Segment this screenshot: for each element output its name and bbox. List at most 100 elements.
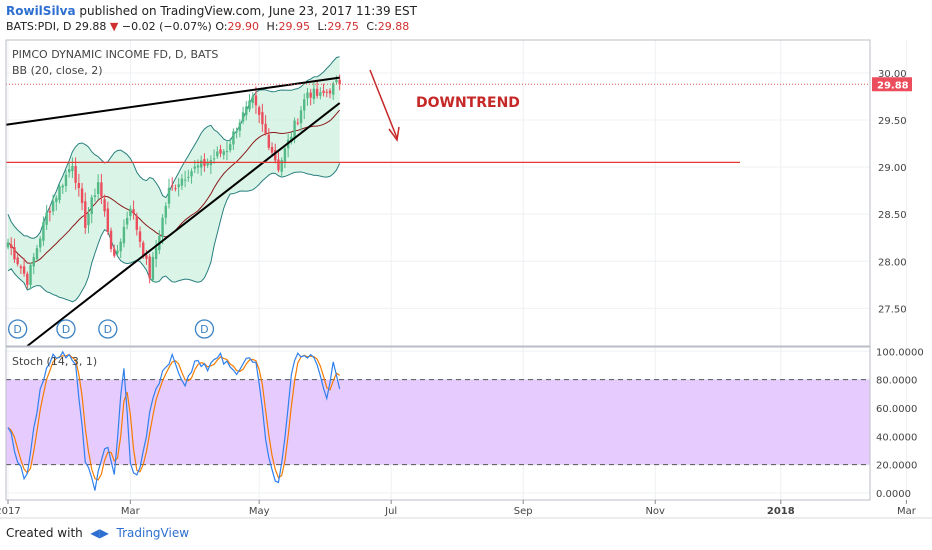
candle-body <box>174 188 177 190</box>
candle-body <box>64 174 68 187</box>
candle-body <box>61 185 64 188</box>
candle-body <box>58 186 61 201</box>
high-label: H: <box>266 20 279 33</box>
candle-body <box>96 182 100 194</box>
candle-body <box>19 266 23 269</box>
dividend-marker-icon <box>56 319 76 339</box>
candle-body <box>306 92 309 99</box>
candle-body <box>312 88 316 99</box>
publish-line: RowilSilva published on TradingView.com,… <box>6 4 417 18</box>
candle-body <box>135 215 138 230</box>
tradingview-brand[interactable]: TradingView <box>116 526 190 540</box>
candle-body <box>257 107 261 115</box>
candle-body <box>238 122 242 131</box>
candle-body <box>338 79 341 85</box>
last-price-label: 29.88 <box>877 80 909 91</box>
candle-body <box>171 185 174 187</box>
candle-body <box>35 248 39 260</box>
candle-body <box>180 178 184 186</box>
bollinger-indicator-label: BB (20, close, 2) <box>12 64 103 77</box>
stoch-tick-label: 40.0000 <box>876 432 917 443</box>
published-text: published on TradingView.com, June 23, 2… <box>79 4 417 18</box>
dividend-marker-label: D <box>13 323 21 336</box>
candle-body <box>299 110 303 124</box>
candle-body <box>51 201 55 212</box>
candle-body <box>48 211 52 213</box>
symbol-label: BATS:PDI, D <box>6 20 72 33</box>
candle-body <box>116 250 119 254</box>
candle-body <box>74 166 77 183</box>
price-panel-frame <box>5 39 871 347</box>
stoch-tick-label: 60.0000 <box>876 404 917 415</box>
x-tick-label: Jul <box>384 506 397 517</box>
candle-body <box>332 83 335 95</box>
candle-body <box>283 148 287 163</box>
stoch-title: Stoch (14, 3, 1) <box>12 355 97 368</box>
candle-body <box>254 95 258 106</box>
footer: Created with ◀▶ TradingView <box>6 526 189 540</box>
candle-body <box>129 208 132 217</box>
candle-body <box>251 96 254 103</box>
x-tick-label: 2017 <box>0 506 21 517</box>
bollinger-upper-line <box>7 56 340 239</box>
candle-body <box>303 99 306 111</box>
ohlc-line: BATS:PDI, D 29.88 ▼ −0.02 (−0.07%) O:29.… <box>6 20 413 33</box>
candle-body <box>84 201 87 228</box>
downtrend-arrowhead <box>388 126 400 142</box>
close-label: C: <box>366 20 378 33</box>
candle-body <box>277 159 280 171</box>
candle-body <box>103 199 106 212</box>
bollinger-lower-line <box>7 163 341 303</box>
candle-body <box>183 179 187 181</box>
candle-body <box>328 90 332 94</box>
price-chart-title: PIMCO DYNAMIC INCOME FD, D, BATS <box>12 48 218 61</box>
candle-body <box>167 187 171 204</box>
close-value: 29.88 <box>377 20 410 33</box>
stoch-tick-label: 80.0000 <box>876 376 917 387</box>
candle-body <box>100 182 103 197</box>
candle-body <box>322 90 325 94</box>
low-value: 29.75 <box>327 20 359 33</box>
last-price-badge <box>872 77 912 92</box>
candle-body <box>142 242 145 257</box>
candle-body <box>10 244 13 249</box>
dividend-marker-label: D <box>104 323 112 336</box>
price-tick-label: 27.50 <box>878 304 907 315</box>
candle-body <box>22 266 26 274</box>
candle-body <box>193 166 196 169</box>
candle-body <box>161 217 164 237</box>
candle-body <box>13 247 16 260</box>
candle-body <box>93 195 97 197</box>
candle-body <box>113 248 116 256</box>
lower-trendline <box>26 102 341 347</box>
candle-body <box>106 208 110 232</box>
dividend-marker-icon <box>98 319 118 339</box>
stoch-tick-label: 20.0000 <box>876 461 917 472</box>
candle-body <box>270 147 274 153</box>
candle-body <box>222 151 225 155</box>
dividend-marker-label: D <box>62 323 70 336</box>
candle-body <box>138 231 142 242</box>
author-link[interactable]: RowilSilva <box>6 4 76 18</box>
dividend-marker-icon <box>194 319 215 339</box>
high-value: 29.95 <box>278 20 311 33</box>
candle-body <box>241 112 245 122</box>
low-label: L: <box>317 20 328 33</box>
stoch-d-line <box>7 354 340 481</box>
candle-body <box>261 112 264 125</box>
stoch-tick-label: 100.0000 <box>876 347 924 358</box>
open-label: O: <box>215 20 228 33</box>
candle-body <box>212 158 216 160</box>
candle-body <box>274 150 277 161</box>
candle-body <box>228 144 232 151</box>
candle-body <box>164 205 167 218</box>
candle-body <box>145 255 148 259</box>
upper-trendline <box>5 76 340 126</box>
price-tick-label: 28.00 <box>878 257 907 268</box>
candle-body <box>67 169 71 173</box>
candle-body <box>280 160 283 172</box>
candle-body <box>154 247 158 260</box>
candle-body <box>122 226 126 244</box>
candle-body <box>235 131 238 133</box>
